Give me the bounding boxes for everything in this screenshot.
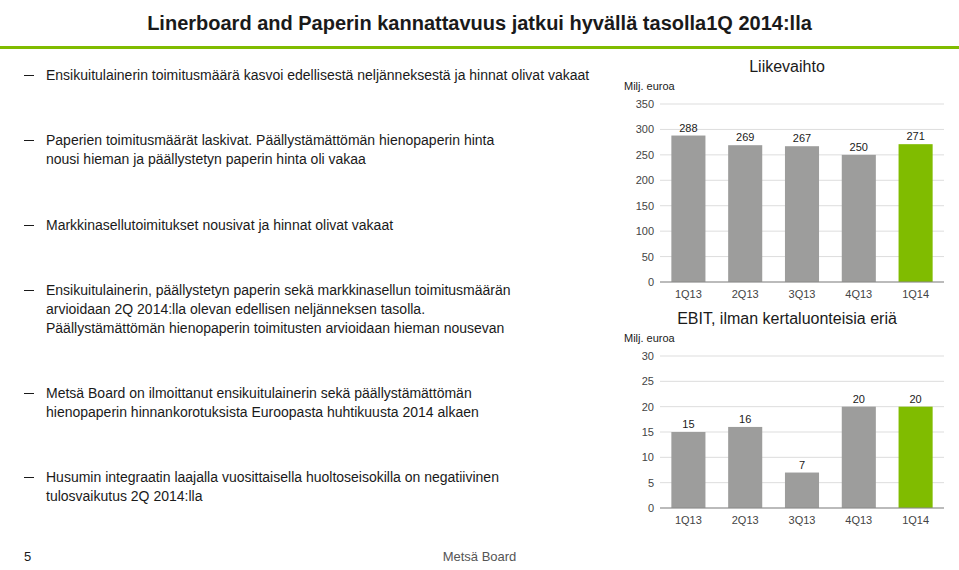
grid-line bbox=[660, 104, 944, 105]
grid-line bbox=[660, 282, 944, 283]
bullet-list: Ensikuitulainerin toimitusmäärä kasvoi e… bbox=[20, 66, 600, 506]
bullet-text: Ensikuitulainerin, päällystetyn paperin … bbox=[46, 281, 511, 338]
title-rule bbox=[0, 46, 959, 49]
y-tick-label: 20 bbox=[642, 401, 654, 413]
y-tick-label: 0 bbox=[648, 276, 654, 288]
bar bbox=[728, 145, 762, 282]
bars bbox=[671, 136, 932, 282]
data-label: 7 bbox=[799, 459, 805, 471]
grid-line bbox=[660, 356, 944, 357]
y-tick-label: 100 bbox=[636, 225, 654, 237]
bar bbox=[842, 155, 876, 282]
y-tick-label: 200 bbox=[636, 174, 654, 186]
bullet-text: Ensikuitulainerin toimitusmäärä kasvoi e… bbox=[46, 66, 589, 85]
bullet: Paperien toimitusmäärät laskivat. Päälly… bbox=[20, 131, 600, 169]
bullet-dash bbox=[24, 225, 34, 226]
x-tick-label: 1Q14 bbox=[902, 514, 929, 526]
y-tick-label: 300 bbox=[636, 123, 654, 135]
bar bbox=[899, 407, 933, 508]
y-tick-label: 15 bbox=[642, 426, 654, 438]
y-tick-label: 5 bbox=[648, 477, 654, 489]
bar bbox=[842, 407, 876, 508]
x-tick-label: 4Q13 bbox=[845, 514, 872, 526]
bullet: Metsä Board on ilmoittanut ensikuitulain… bbox=[20, 384, 600, 422]
bullet-dash bbox=[24, 393, 34, 394]
x-tick-label: 2Q13 bbox=[732, 514, 759, 526]
data-label: 269 bbox=[736, 131, 754, 143]
y-tick-label: 30 bbox=[642, 350, 654, 362]
data-label: 15 bbox=[682, 418, 694, 430]
y-tick-label: 25 bbox=[642, 375, 654, 387]
bullet: Markkinasellutoimitukset nousivat ja hin… bbox=[20, 216, 600, 235]
bullet-text: Metsä Board on ilmoittanut ensikuitulain… bbox=[46, 384, 479, 422]
bullet-text: Paperien toimitusmäärät laskivat. Päälly… bbox=[46, 131, 494, 169]
bar-chart: Liikevaihto Milj. euroa 0 50 100 150 200 250 300… bbox=[622, 54, 952, 306]
data-label: 20 bbox=[909, 393, 921, 405]
page-title: Linerboard and Paperin kannattavuus jatk… bbox=[0, 12, 959, 35]
bars bbox=[671, 407, 932, 508]
y-tick-label: 10 bbox=[642, 451, 654, 463]
bar bbox=[785, 473, 819, 508]
chart-title: Liikevaihto bbox=[749, 58, 825, 75]
bar bbox=[728, 427, 762, 508]
bullet-text: Husumin integraatin laajalla vuosittaise… bbox=[46, 468, 499, 506]
bullet-dash bbox=[24, 75, 34, 76]
data-label: 271 bbox=[906, 130, 924, 142]
x-tick-label: 1Q14 bbox=[902, 288, 929, 300]
bullet: Ensikuitulainerin toimitusmäärä kasvoi e… bbox=[20, 66, 600, 85]
y-tick-label: 250 bbox=[636, 149, 654, 161]
data-label: 16 bbox=[739, 413, 751, 425]
bar bbox=[899, 144, 933, 282]
x-tick-label: 2Q13 bbox=[732, 288, 759, 300]
footer-center: Metsä Board bbox=[0, 549, 959, 564]
grid-line bbox=[660, 381, 944, 382]
data-label: 20 bbox=[853, 393, 865, 405]
bullet-text: Markkinasellutoimitukset nousivat ja hin… bbox=[46, 216, 393, 235]
x-tick-label: 1Q13 bbox=[675, 514, 702, 526]
chart-title: EBIT, ilman kertaluonteisia eriä bbox=[677, 310, 897, 327]
bullet-dash bbox=[24, 477, 34, 478]
y-tick-label: 0 bbox=[648, 502, 654, 514]
x-tick-label: 4Q13 bbox=[845, 288, 872, 300]
data-label: 288 bbox=[679, 122, 697, 134]
y-axis-label: Milj. euroa bbox=[624, 80, 676, 92]
grid-line bbox=[660, 129, 944, 130]
bar-chart: EBIT, ilman kertaluonteisia eriäMilj. eu… bbox=[622, 306, 952, 532]
grid-line bbox=[660, 508, 944, 509]
data-label: 250 bbox=[850, 141, 868, 153]
y-tick-label: 150 bbox=[636, 200, 654, 212]
bar bbox=[785, 146, 819, 282]
x-axis-line bbox=[660, 508, 944, 509]
bullet-dash bbox=[24, 140, 34, 141]
x-tick-label: 1Q13 bbox=[675, 288, 702, 300]
data-label: 267 bbox=[793, 132, 811, 144]
footer-left: 5 bbox=[24, 549, 31, 564]
bullet-dash bbox=[24, 290, 34, 291]
bar bbox=[671, 136, 705, 282]
y-tick-label: 350 bbox=[636, 98, 654, 110]
charts: LiikevaihtoMilj. euroa050100150200250300… bbox=[622, 54, 952, 532]
y-tick-label: 50 bbox=[642, 251, 654, 263]
x-tick-label: 3Q13 bbox=[789, 288, 816, 300]
bullet: Husumin integraatin laajalla vuosittaise… bbox=[20, 468, 600, 506]
x-axis-line bbox=[660, 282, 944, 283]
bullet: Ensikuitulainerin, päällystetyn paperin … bbox=[20, 281, 600, 338]
y-axis-label: Milj. euroa bbox=[624, 332, 676, 344]
x-tick-label: 3Q13 bbox=[789, 514, 816, 526]
bar bbox=[671, 432, 705, 508]
